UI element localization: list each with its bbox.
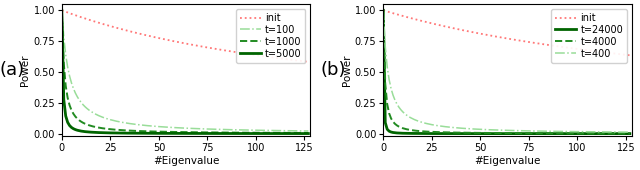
t=5000 [186,132,194,134]
init [380,9,387,11]
Line: t=24000: t=24000 [383,10,630,134]
t=400 [481,129,488,131]
init [508,38,515,40]
t=100 [186,127,194,129]
Line: t=5000: t=5000 [62,10,308,134]
init [293,59,301,62]
t=5000 [293,133,301,135]
init [440,25,447,27]
t=4000 [380,9,387,11]
t=24000 [508,133,515,135]
t=400 [508,129,515,131]
t=100 [305,130,312,132]
t=4000 [591,132,599,134]
t=100 [118,121,126,123]
init [305,61,312,63]
t=1000 [149,130,157,132]
t=1000 [118,129,126,131]
X-axis label: #Eigenvalue: #Eigenvalue [474,156,541,166]
Line: t=1000: t=1000 [62,10,308,133]
init [186,43,194,45]
t=5000 [269,133,277,135]
init [591,50,599,52]
t=100 [269,130,277,132]
Line: t=100: t=100 [62,10,308,131]
t=100 [149,125,157,127]
init [118,28,126,30]
t=24000 [380,9,387,11]
t=4000 [614,132,622,134]
t=100 [293,130,301,132]
Line: t=400: t=400 [383,10,630,132]
t=400 [470,128,478,130]
t=24000 [591,133,599,135]
t=1000 [269,132,277,134]
t=100 [58,9,66,11]
t=400 [614,131,622,133]
t=24000 [626,133,634,135]
t=5000 [149,132,157,134]
t=400 [440,125,447,128]
t=4000 [508,132,515,134]
t=24000 [470,133,478,135]
t=1000 [186,131,194,133]
Legend: init, t=100, t=1000, t=5000: init, t=100, t=1000, t=5000 [236,9,305,63]
t=5000 [159,132,166,134]
Y-axis label: Power: Power [20,54,31,86]
Text: (a): (a) [0,61,25,79]
t=4000 [470,132,478,134]
Line: init: init [383,10,630,55]
t=1000 [58,9,66,11]
t=4000 [440,131,447,133]
t=1000 [305,132,312,134]
Legend: init, t=24000, t=4000, t=400: init, t=24000, t=4000, t=400 [551,9,627,63]
t=24000 [481,133,488,135]
t=24000 [614,133,622,135]
t=5000 [118,132,126,134]
t=5000 [58,9,66,11]
init [481,33,488,35]
t=24000 [440,133,447,135]
init [626,54,634,56]
t=4000 [626,132,634,134]
t=400 [626,131,634,133]
init [614,53,622,55]
Line: t=4000: t=4000 [383,10,630,133]
t=400 [380,9,387,11]
init [58,9,66,11]
Y-axis label: Power: Power [342,54,352,86]
init [269,56,277,58]
Text: (b): (b) [321,61,346,79]
t=1000 [159,131,166,133]
t=400 [591,131,599,133]
Line: init: init [62,10,308,62]
t=1000 [293,132,301,134]
t=100 [159,126,166,128]
init [470,32,478,34]
init [149,36,157,38]
X-axis label: #Eigenvalue: #Eigenvalue [153,156,220,166]
t=4000 [481,132,488,134]
init [159,38,166,40]
t=5000 [305,133,312,135]
